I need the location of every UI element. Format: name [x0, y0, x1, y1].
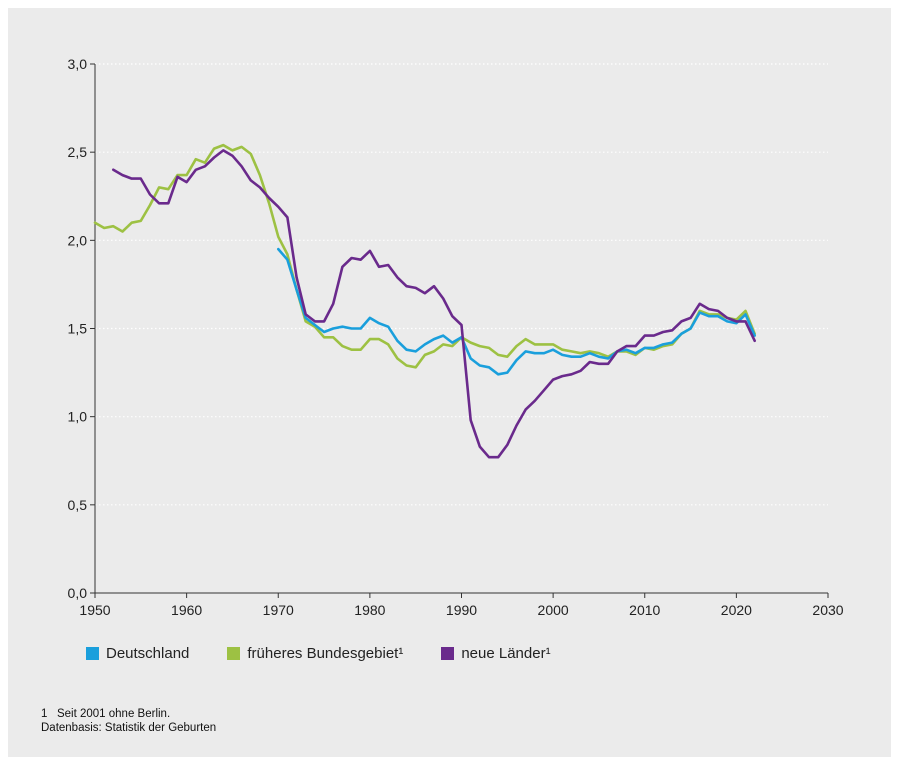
legend-label-neue-laender: neue Länder¹ — [461, 645, 551, 662]
y-tick-labels: 0,0 0,5 1,0 1,5 2,0 2,5 3,0 — [68, 56, 88, 601]
legend-label-frueheres-bundesgebiet: früheres Bundesgebiet¹ — [247, 645, 404, 662]
legend-swatch-frueheres-bundesgebiet — [227, 647, 241, 660]
y-tick-label: 3,0 — [68, 56, 88, 72]
x-tick-label: 2020 — [721, 602, 752, 618]
x-tick-label: 1950 — [79, 602, 110, 618]
x-tick-label: 2000 — [538, 602, 569, 618]
legend-swatch-deutschland — [86, 647, 99, 660]
x-tick-label: 1970 — [263, 602, 294, 618]
x-tick-label: 1990 — [446, 602, 477, 618]
series-lines — [93, 143, 756, 459]
series-line-2 — [112, 149, 756, 459]
legend-label-deutschland: Deutschland — [106, 645, 190, 662]
x-tick-labels: 1950 1960 1970 1980 1990 2000 2010 2020 2030 — [79, 602, 843, 618]
y-tick-label: 2,5 — [68, 144, 88, 160]
y-tick-label: 2,0 — [68, 232, 88, 248]
axes — [90, 63, 829, 598]
chart-frame — [8, 8, 891, 757]
x-tick-label: 1960 — [171, 602, 202, 618]
x-tick-label: 2030 — [812, 602, 843, 618]
legend: Deutschland früheres Bundesgebiet¹ neue … — [86, 645, 551, 662]
x-tick-label: 2010 — [629, 602, 660, 618]
legend-item-deutschland: Deutschland — [86, 645, 189, 662]
gridlines — [95, 63, 828, 506]
legend-item-neue-laender: neue Länder¹ — [441, 645, 551, 662]
y-tick-label: 1,0 — [68, 409, 88, 425]
y-tick-label: 0,0 — [68, 585, 88, 601]
legend-item-frueheres-bundesgebiet: früheres Bundesgebiet¹ — [227, 645, 403, 662]
y-tick-label: 0,5 — [68, 497, 88, 513]
data-source-note: Datenbasis: Statistik der Geburten — [41, 722, 217, 734]
y-tick-label: 1,5 — [68, 321, 88, 337]
legend-swatch-neue-laender — [441, 647, 455, 660]
series-line-0 — [277, 247, 756, 376]
x-tick-label: 1980 — [354, 602, 385, 618]
footnote-1: 1 Seit 2001 ohne Berlin. — [41, 708, 171, 720]
footnotes: 1 Seit 2001 ohne Berlin. Datenbasis: Sta… — [41, 707, 216, 735]
